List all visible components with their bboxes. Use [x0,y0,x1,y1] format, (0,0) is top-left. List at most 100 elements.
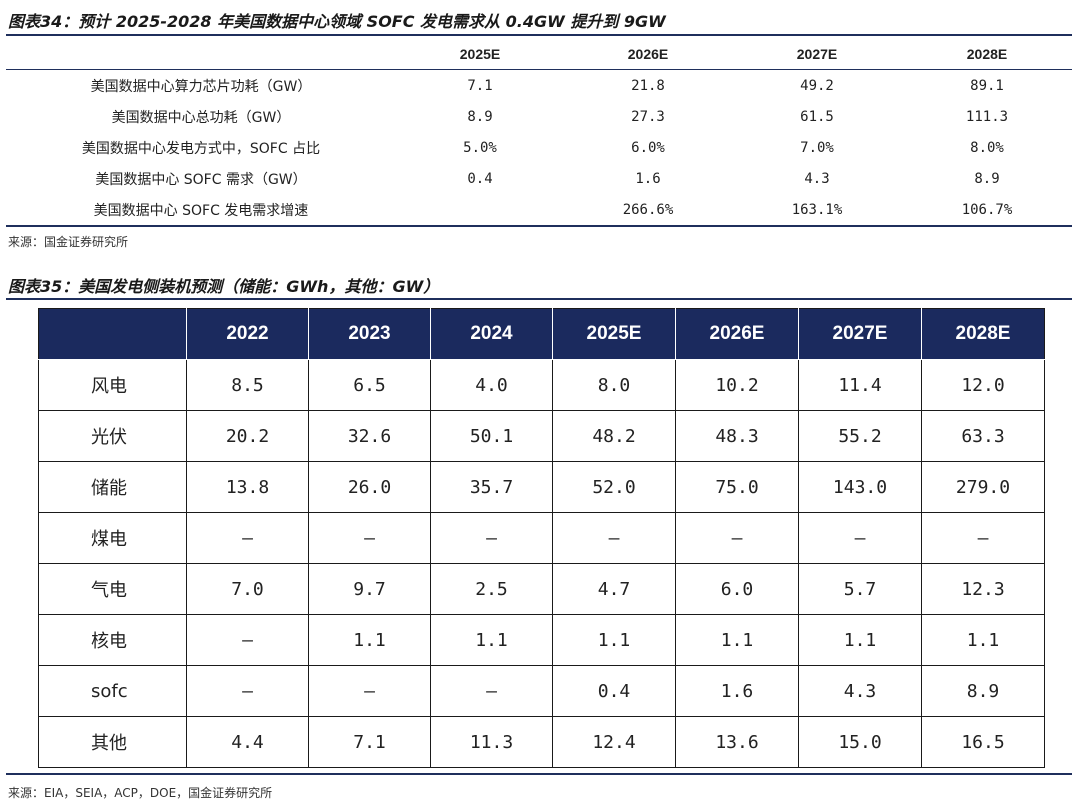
table-row: 光伏 20.2 32.6 50.1 48.2 48.3 55.2 63.3 [38,410,1045,462]
table-row: 风电 8.5 6.5 4.0 8.0 10.2 11.4 12.0 [38,359,1045,411]
table-cell: 5.0% [463,139,497,156]
table-cell: 50.1 [430,410,553,462]
table-cell: 20.2 [186,410,309,462]
table-row: 气电 7.0 9.7 2.5 4.7 6.0 5.7 12.3 [38,563,1045,615]
table-cell: 4.4 [186,716,309,768]
table-cell: 1.6 [675,665,799,717]
table-row: 储能 13.8 26.0 35.7 52.0 75.0 143.0 279.0 [38,461,1045,513]
table-row: 煤电 – – – – – – – [38,512,1045,564]
table-cell: 49.2 [800,77,834,94]
table-cell: 35.7 [430,461,553,513]
table-cell: – [798,512,922,564]
fig34-header-cell: 2027E [732,38,902,70]
fig35-header-cell: 2025E [552,308,676,360]
table-cell: 32.6 [308,410,431,462]
fig35-header-cell: 2023 [308,308,431,360]
table-cell: – [186,614,309,666]
row-label: 储能 [38,461,187,513]
table-cell: 7.1 [308,716,431,768]
table-cell: 8.0% [970,139,1004,156]
row-label: 煤电 [38,512,187,564]
fig35-header-cell: 2026E [675,308,799,360]
fig34-top-rule [6,34,1072,36]
fig34-header-cell: 2028E [902,38,1072,70]
table-cell: 7.0 [186,563,309,615]
fig34-source-note: 来源：国金证券研究所 [8,235,129,249]
fig34-header-row: 2025E 2026E 2027E 2028E [6,38,1072,70]
table-cell: 4.3 [798,665,922,717]
table-cell: 1.1 [675,614,799,666]
fig35-header-cell: 2022 [186,308,309,360]
table-cell: 55.2 [798,410,922,462]
row-label: 美国数据中心总功耗（GW） [111,109,291,126]
table-row: 美国数据中心 SOFC 需求（GW） 0.4 1.6 4.3 8.9 [6,163,1072,194]
table-cell: 106.7% [902,194,1072,227]
table-cell: – [186,665,309,717]
table-row: 美国数据中心发电方式中，SOFC 占比 5.0% 6.0% 7.0% 8.0% [6,132,1072,163]
table-cell: 52.0 [552,461,676,513]
table-cell: 1.1 [921,614,1045,666]
table-cell: 266.6% [564,194,732,227]
fig34-header-cell: 2025E [396,38,564,70]
row-label: 光伏 [38,410,187,462]
table-cell: 8.9 [974,170,1000,187]
table-cell: 12.3 [921,563,1045,615]
fig35-title: 图表35：美国发电侧装机预测（储能：GWh，其他：GW） [8,277,440,296]
table-cell: 21.8 [631,77,665,94]
table-cell: 8.9 [467,108,493,125]
table-cell: 48.3 [675,410,799,462]
table-cell: 111.3 [965,108,1009,125]
table-cell: 6.0 [675,563,799,615]
table-cell: – [921,512,1045,564]
fig34-header-cell [6,38,396,70]
table-cell: 6.5 [308,359,431,411]
table-cell: – [430,512,553,564]
table-cell: 15.0 [798,716,922,768]
table-cell: 11.3 [430,716,553,768]
fig35-header-cell: 2028E [921,308,1045,360]
fig35-header-row: 2022 2023 2024 2025E 2026E 2027E 2028E [38,308,1045,360]
table-cell: 7.1 [467,77,493,94]
table-cell: 5.7 [798,563,922,615]
row-label: 美国数据中心 SOFC 发电需求增速 [6,194,396,227]
table-cell: – [552,512,676,564]
table-cell: 48.2 [552,410,676,462]
table-cell: 9.7 [308,563,431,615]
table-cell: 26.0 [308,461,431,513]
table-cell: 63.3 [921,410,1045,462]
table-cell: 2.5 [430,563,553,615]
row-label: 美国数据中心发电方式中，SOFC 占比 [81,140,321,157]
table-cell: 4.3 [804,170,830,187]
table-cell: 1.6 [635,170,661,187]
table-cell: 1.1 [552,614,676,666]
table-cell: 8.9 [921,665,1045,717]
fig35-top-rule [6,298,1072,300]
table-cell: 89.1 [970,77,1004,94]
table-row: 核电 – 1.1 1.1 1.1 1.1 1.1 1.1 [38,614,1045,666]
fig34-title: 图表34：预计 2025-2028 年美国数据中心领域 SOFC 发电需求从 0… [8,12,666,31]
table-cell: 13.8 [186,461,309,513]
table-cell: 163.1% [732,194,902,227]
table-cell: 1.1 [798,614,922,666]
table-cell: 4.0 [430,359,553,411]
table-cell: 8.5 [186,359,309,411]
table-cell: 61.5 [800,108,834,125]
table-cell: 27.3 [631,108,665,125]
table-row: 美国数据中心算力芯片功耗（GW） 7.1 21.8 49.2 89.1 [6,70,1072,102]
table-cell: 16.5 [921,716,1045,768]
table-row: sofc – – – 0.4 1.6 4.3 8.9 [38,665,1045,717]
fig34-header-cell: 2026E [564,38,732,70]
table-row: 美国数据中心总功耗（GW） 8.9 27.3 61.5 111.3 [6,101,1072,132]
table-cell: 1.1 [430,614,553,666]
table-cell: 8.0 [552,359,676,411]
table-cell: – [308,665,431,717]
row-label: 美国数据中心算力芯片功耗（GW） [90,78,312,95]
table-cell: 6.0% [631,139,665,156]
table-cell [396,194,564,227]
table-cell: 11.4 [798,359,922,411]
table-cell: 12.4 [552,716,676,768]
row-label: 核电 [38,614,187,666]
table-row: 美国数据中心 SOFC 发电需求增速 266.6% 163.1% 106.7% [6,194,1072,227]
table-cell: 279.0 [921,461,1045,513]
fig34-table: 2025E 2026E 2027E 2028E 美国数据中心算力芯片功耗（GW）… [6,38,1072,227]
